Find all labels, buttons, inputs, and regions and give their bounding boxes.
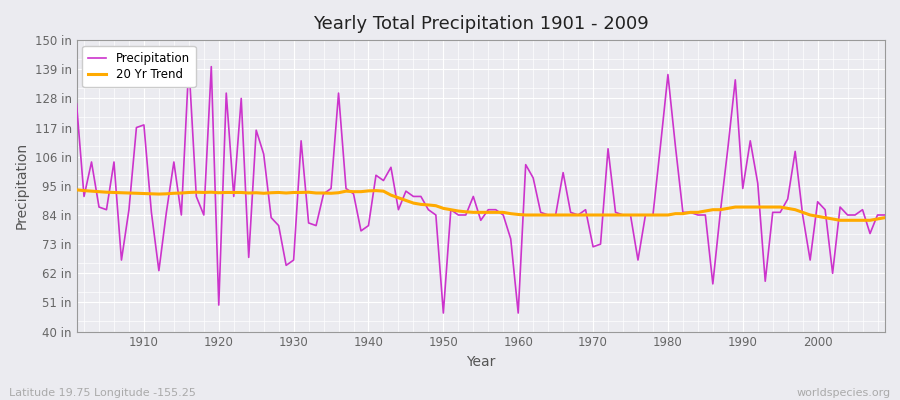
- Precipitation: [303, 220, 314, 225]
- Legend: Precipitation, 20 Yr Trend: Precipitation, 20 Yr Trend: [83, 46, 195, 87]
- Precipitation: [520, 162, 531, 167]
- Line: Precipitation: Precipitation: [76, 64, 885, 313]
- X-axis label: Year: Year: [466, 355, 496, 369]
- Precipitation: [617, 212, 628, 217]
- 20 Yr Trend: [505, 211, 516, 216]
- Precipitation: [879, 212, 890, 217]
- Precipitation: [438, 311, 449, 316]
- 20 Yr Trend: [296, 190, 307, 195]
- Precipitation: [184, 62, 194, 66]
- 20 Yr Trend: [340, 189, 351, 194]
- Text: Latitude 19.75 Longitude -155.25: Latitude 19.75 Longitude -155.25: [9, 388, 196, 398]
- 20 Yr Trend: [131, 191, 142, 196]
- Precipitation: [131, 125, 142, 130]
- Text: worldspecies.org: worldspecies.org: [796, 388, 891, 398]
- 20 Yr Trend: [879, 215, 890, 220]
- Y-axis label: Precipitation: Precipitation: [15, 142, 29, 230]
- 20 Yr Trend: [834, 218, 845, 223]
- Precipitation: [348, 191, 359, 196]
- Line: 20 Yr Trend: 20 Yr Trend: [76, 190, 885, 220]
- Precipitation: [71, 101, 82, 106]
- Precipitation: [527, 176, 538, 180]
- 20 Yr Trend: [513, 212, 524, 217]
- 20 Yr Trend: [603, 212, 614, 217]
- 20 Yr Trend: [71, 188, 82, 192]
- Title: Yearly Total Precipitation 1901 - 2009: Yearly Total Precipitation 1901 - 2009: [313, 15, 649, 33]
